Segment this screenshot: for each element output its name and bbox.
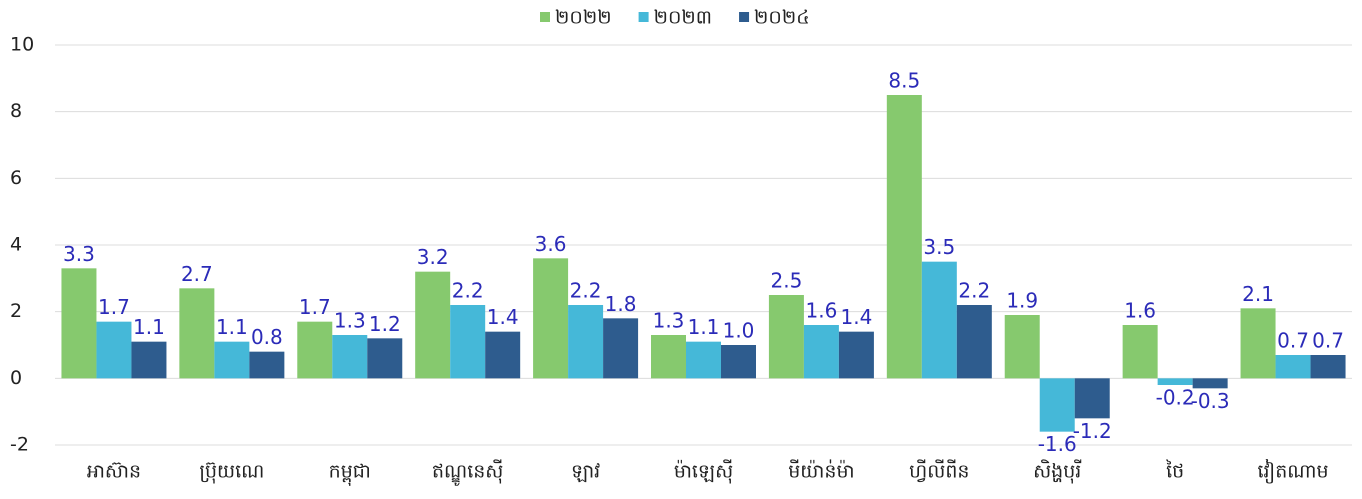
value-label: 1.4 [841,305,873,329]
value-label: 1.1 [216,315,248,339]
legend-label: ២០២៤ [754,7,810,29]
bar [485,331,521,379]
x-tick-label: វៀតណាម [1258,459,1329,485]
bar [651,335,686,379]
y-tick-label: 8 [10,100,22,122]
bar [568,305,604,379]
value-label: 1.7 [98,295,130,319]
bar [1122,325,1158,379]
legend-swatch [739,12,750,22]
bar [450,305,486,379]
value-label: 2.1 [1242,282,1274,306]
bar [1004,315,1040,379]
value-label: 2.2 [570,279,602,303]
bar [1310,355,1346,379]
x-tick-label: ម៉ាឡេស៊ី [674,459,733,485]
legend-label: ២០២២ [555,7,612,29]
y-tick-label: -2 [10,434,29,456]
x-tick-label: ថៃ [1165,459,1184,483]
value-label: -0.2 [1156,386,1195,410]
x-tick-label: អាស៊ាន [87,461,141,483]
bar [179,288,215,379]
y-tick-label: 2 [10,300,22,322]
legend-label: ២០២៣ [654,7,712,29]
y-tick-label: 4 [10,234,22,256]
bar [803,325,839,379]
bar [367,338,403,379]
value-label: 1.4 [487,305,519,329]
bar [297,321,333,379]
x-tick-label: ឡាវ [571,461,600,483]
y-tick-label: 0 [10,367,22,389]
value-label: 0.8 [251,325,283,349]
x-tick-label: ប្រ៊ុយណេ [199,461,264,485]
x-tick-label: ហ្វីលីពីន [909,459,969,483]
value-label: 1.6 [806,299,838,323]
bar [686,341,721,379]
bar [131,341,167,379]
bar [1275,355,1311,379]
bar [956,305,992,379]
value-label: 3.3 [63,242,95,266]
bar [886,95,922,379]
value-label: -0.3 [1191,389,1230,413]
bar [1074,378,1110,419]
value-label: 2.2 [958,279,990,303]
bar [721,345,756,379]
value-label: 0.7 [1277,329,1309,353]
legend-swatch [540,12,550,22]
value-label: 1.0 [723,319,755,343]
value-label: 1.7 [299,295,331,319]
x-tick-label: សិង្ហបុរី [1033,459,1081,485]
value-label: 3.5 [923,235,955,259]
bar [214,341,250,379]
value-label: 3.6 [535,232,567,256]
bar [61,268,97,379]
value-label: 1.1 [133,315,165,339]
value-label: 2.5 [771,269,803,293]
value-label: 0.7 [1312,329,1344,353]
value-label: -1.6 [1038,432,1077,456]
y-tick-label: 10 [10,34,34,56]
value-label: 1.1 [688,315,720,339]
value-label: 3.2 [417,245,449,269]
bar [838,331,874,379]
x-tick-label: មីយ៉ាន់ម៉ា [788,459,854,483]
value-label: -1.2 [1073,419,1112,443]
bar [1192,378,1228,389]
bar [603,318,639,379]
x-tick-label: កម្ពុជា [329,461,371,487]
value-label: 2.7 [181,262,213,286]
value-label: 1.2 [369,312,401,336]
value-label: 1.9 [1006,289,1038,313]
x-tick-label: ឥណ្ឌូនេស៊ី [432,459,503,487]
bar [921,261,957,379]
bar [96,321,132,379]
bar [1157,378,1193,385]
bar [415,271,451,379]
value-label: 2.2 [452,279,484,303]
value-label: 1.6 [1124,299,1156,323]
bar [1039,378,1075,432]
y-tick-label: 6 [10,167,22,189]
bar [768,295,804,379]
bar [533,258,569,379]
legend-swatch [638,12,649,22]
bar [1240,308,1276,379]
value-label: 1.8 [605,292,637,316]
bar [332,335,368,379]
bar [249,351,285,379]
value-label: 1.3 [653,309,685,333]
value-label: 1.3 [334,309,366,333]
value-label: 8.5 [888,69,920,93]
